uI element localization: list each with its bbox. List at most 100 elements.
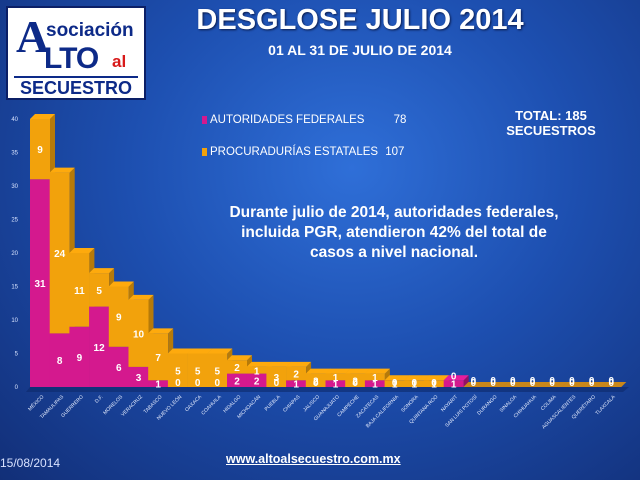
- data-label-estatales: 1: [392, 380, 398, 391]
- bar-top: [542, 382, 568, 387]
- category-label: DURANGO: [476, 394, 498, 416]
- bar-top: [49, 167, 75, 173]
- data-label-federales: 0: [490, 378, 496, 389]
- chart-subtitle: 01 AL 31 DE JULIO DE 2014: [268, 42, 452, 58]
- bar-estatales: [167, 353, 188, 387]
- bar-federales: [30, 179, 50, 387]
- data-label-federales: 0: [352, 378, 358, 389]
- data-label-estatales: 1: [333, 373, 339, 384]
- bar-estatales: [384, 380, 405, 387]
- data-label-estatales: 5: [175, 366, 181, 377]
- bar-estatales: [69, 253, 90, 327]
- bar-estatales: [364, 373, 385, 381]
- data-label-federales: 0: [471, 378, 477, 389]
- y-tick-label: 40: [11, 117, 18, 123]
- data-label-estatales: 1: [372, 373, 378, 384]
- bar-top: [502, 382, 528, 387]
- data-label-estatales: 0: [451, 371, 457, 382]
- y-tick-label: 0: [15, 385, 19, 391]
- data-label-estatales: 3: [274, 373, 280, 384]
- bar-federales: [246, 373, 267, 387]
- data-label-federales: 0: [589, 378, 595, 389]
- bar-estatales: [30, 119, 50, 180]
- bar-federales: [108, 346, 129, 387]
- bar-estatales: [404, 380, 425, 387]
- data-label-federales: 2: [234, 376, 240, 387]
- bar-federales: [286, 380, 307, 387]
- bar-estatales: [187, 353, 208, 387]
- bar-estatales: [246, 366, 267, 374]
- bar-top: [266, 361, 292, 367]
- total-box: TOTAL: 185 SECUESTROS: [496, 108, 606, 138]
- data-label-estatales: 24: [54, 249, 66, 260]
- bar-federales: [89, 306, 110, 387]
- bar-top: [227, 355, 252, 361]
- bar-federales: [69, 326, 90, 387]
- category-label: NAYARIT: [440, 394, 459, 413]
- bar-federales: [227, 373, 247, 387]
- footer-date: 15/08/2014: [0, 456, 61, 470]
- bar-estatales-side: [50, 114, 55, 180]
- bar-estatales: [424, 380, 444, 387]
- logo-asociacion: sociación: [46, 20, 134, 41]
- data-label-federales: 0: [510, 378, 516, 389]
- bar-top: [305, 368, 331, 374]
- data-label-estatales: 2: [313, 376, 319, 387]
- annotation: Durante julio de 2014, autoridades feder…: [204, 203, 584, 263]
- y-tick-label: 20: [11, 251, 18, 257]
- category-label: VERACRUZ: [120, 394, 144, 418]
- bar-top: [561, 382, 587, 387]
- bar-federales: [148, 380, 169, 387]
- category-label: SAN LUIS POTOSÍ: [443, 393, 479, 429]
- bar-estatales: [207, 353, 228, 387]
- data-label-federales: 1: [293, 380, 299, 391]
- data-label-estatales: 0: [510, 376, 516, 387]
- y-tick-label: 25: [11, 218, 18, 224]
- bar-top: [69, 248, 95, 253]
- annotation-line2: incluida PGR, atendieron 42% del total d…: [241, 224, 547, 241]
- category-label: JALISCO: [302, 394, 321, 413]
- logo-secuestro: SECUESTRO: [14, 76, 138, 99]
- bar-top: [364, 368, 390, 374]
- bar-top: [424, 375, 449, 381]
- bar-top: [187, 348, 213, 354]
- chart-title: DESGLOSE JULIO 2014: [196, 4, 524, 36]
- data-label-estatales: 0: [549, 376, 555, 387]
- bar-top: [89, 268, 115, 274]
- y-tick-label: 35: [11, 151, 18, 157]
- data-label-estatales: 0: [589, 376, 595, 387]
- bar-top: [108, 281, 134, 287]
- legend-label-estatales: PROCURADURÍAS ESTATALES: [210, 146, 379, 158]
- bar-top: [246, 361, 272, 367]
- data-label-estatales: 2: [234, 363, 240, 374]
- bar-estatales: [49, 172, 70, 334]
- logo-letter-a: A: [16, 11, 50, 62]
- data-label-federales: 9: [77, 353, 83, 364]
- data-label-federales: 12: [94, 343, 106, 354]
- data-label-federales: 2: [254, 376, 260, 387]
- y-tick-label: 30: [11, 184, 18, 190]
- annotation-line1: Durante julio de 2014, autoridades feder…: [229, 204, 559, 221]
- data-label-federales: 0: [609, 378, 615, 389]
- category-label: PUEBLA: [264, 394, 283, 413]
- legend-value-estatales: 107: [385, 146, 405, 158]
- data-label-federales: 0: [274, 378, 280, 389]
- bar-estatales: [305, 373, 326, 387]
- data-label-federales: 0: [549, 378, 555, 389]
- logo-alto: LTO: [44, 42, 99, 75]
- data-label-estatales: 1: [254, 366, 260, 377]
- data-label-federales: 31: [34, 279, 46, 290]
- footer-url[interactable]: www.altoalsecuestro.com.mx: [226, 452, 401, 466]
- logo: A sociación LTO al SECUESTRO: [6, 6, 146, 100]
- data-label-estatales: 7: [155, 353, 161, 364]
- data-label-federales: 1: [155, 380, 161, 391]
- data-label-estatales: 1: [431, 380, 437, 391]
- category-label: TLAXCALA: [594, 394, 617, 417]
- bar-top: [581, 382, 607, 387]
- bar-federales: [49, 333, 70, 387]
- data-label-estatales: 5: [96, 286, 102, 297]
- data-label-estatales: 0: [530, 376, 536, 387]
- bar-top: [443, 375, 469, 381]
- bar-top: [463, 382, 489, 387]
